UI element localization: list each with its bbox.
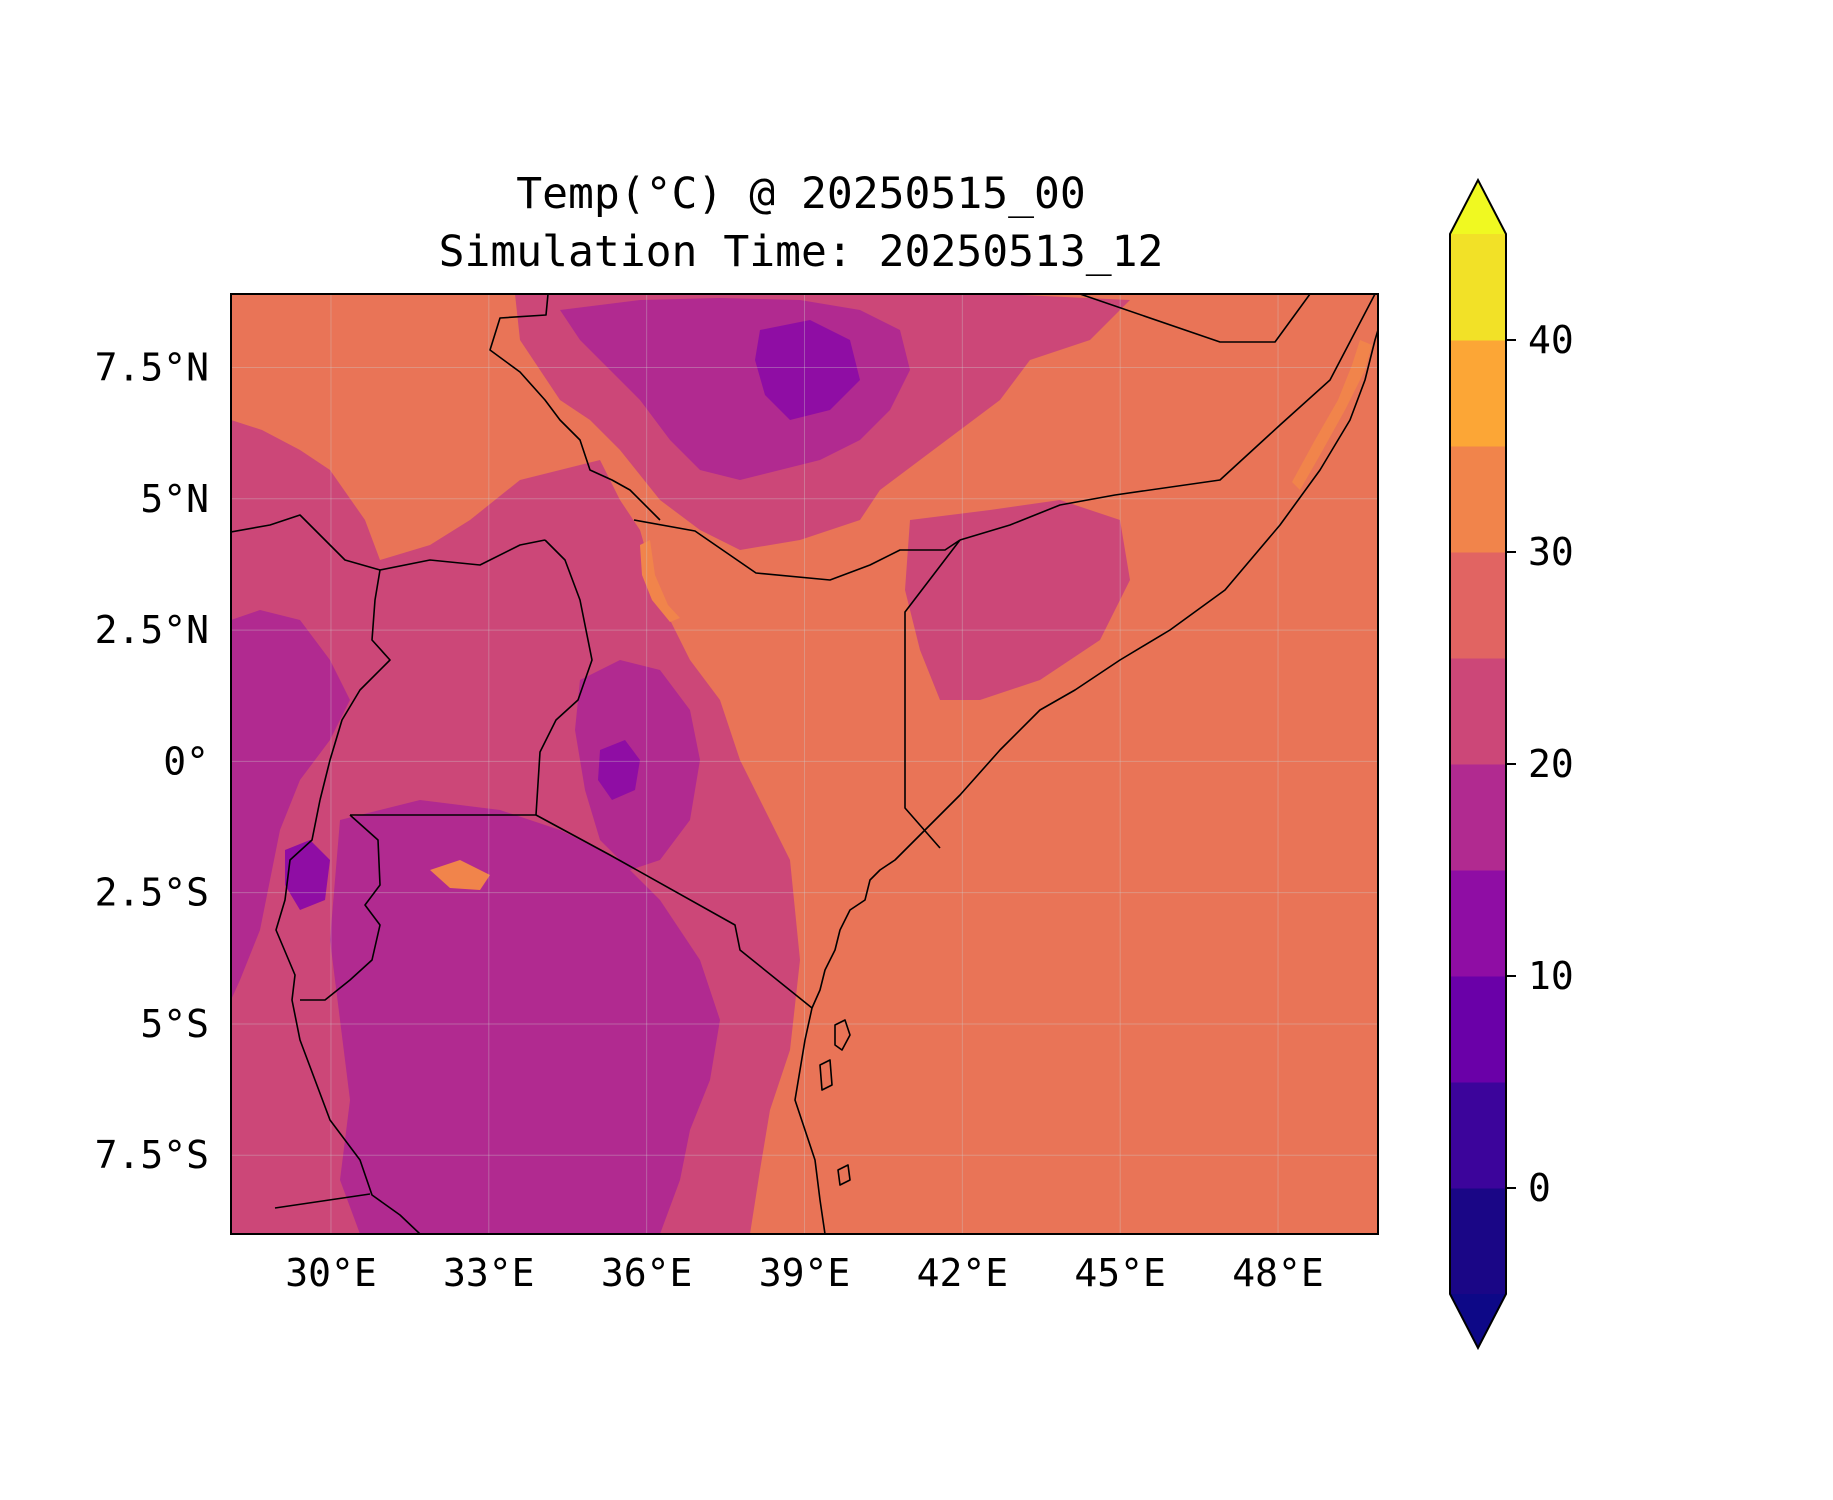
colorbar-outline <box>1449 177 1507 1351</box>
colorbar-segment <box>1450 234 1506 341</box>
map-frame <box>230 293 1379 1235</box>
title-line-2: Simulation Time: 20250513_12 <box>439 227 1164 277</box>
border-eritrea-djibouti <box>1079 294 1311 343</box>
map-gridlines <box>231 294 1378 1234</box>
colorbar-tick-label: 20 <box>1528 742 1574 786</box>
colorbar-segment <box>1450 552 1506 659</box>
lat-tick-label: 7.5°S <box>95 1133 209 1177</box>
band-20-25-somalia-interior <box>905 500 1130 700</box>
border-south-sudan-drc <box>231 514 381 571</box>
border-uganda-drc <box>319 569 391 801</box>
band-10-15-ethiopia-peaks <box>755 320 860 420</box>
lon-tick-label: 36°E <box>601 1251 693 1295</box>
lon-tick-label: 42°E <box>917 1251 1009 1295</box>
band-10-15-mt-kenya <box>598 740 640 800</box>
border-rwanda-burundi <box>300 814 381 1001</box>
border-zambia-malawi <box>274 1193 371 1209</box>
lon-tick-label: 39°E <box>759 1251 851 1295</box>
band-30-35-lake-turkana <box>640 540 680 622</box>
colorbar-tick-label: 10 <box>1528 954 1574 998</box>
band-10-15-rwenzori <box>285 840 330 910</box>
temperature-band-10-15 <box>285 320 860 910</box>
colorbar-under-triangle <box>1450 1294 1506 1348</box>
colorbar-segment <box>1450 870 1506 977</box>
colorbar-segment <box>1450 1188 1506 1295</box>
colorbar-ticks: 0 10 20 30 40 <box>1506 318 1574 1210</box>
country-borders <box>231 294 1376 1234</box>
temperature-band-30-35 <box>430 340 1372 890</box>
latitude-tick-labels: 7.5°N 5°N 2.5°N 0° 2.5°S 5°S 7.5°S <box>95 346 209 1178</box>
lon-tick-label: 45°E <box>1074 1251 1166 1295</box>
colorbar-tick-label: 0 <box>1528 1166 1551 1210</box>
colorbar-over-triangle <box>1450 180 1506 234</box>
title-line-1: Temp(°C) @ 20250515_00 <box>516 169 1086 219</box>
border-uganda-kenya <box>535 539 593 816</box>
lat-tick-label: 5°S <box>140 1002 209 1046</box>
colorbar-tick-label: 40 <box>1528 318 1574 362</box>
lon-tick-label: 30°E <box>285 1251 377 1295</box>
band-30-35-lake-victoria-south <box>430 860 490 890</box>
colorbar-segments <box>1450 234 1506 1295</box>
longitude-tick-labels: 30°E 33°E 36°E 39°E 42°E 45°E 48°E <box>285 1251 1324 1295</box>
border-kenya-somalia <box>904 539 961 849</box>
border-ethiopia-kenya <box>633 519 961 581</box>
border-kenya-tanzania <box>535 814 813 1009</box>
lon-tick-label: 48°E <box>1232 1251 1324 1295</box>
colorbar-segment <box>1450 1082 1506 1189</box>
pemba-island <box>819 1059 833 1091</box>
lat-tick-label: 7.5°N <box>95 346 209 390</box>
border-uganda-south-sudan <box>379 539 546 571</box>
coastline-south <box>794 1007 826 1234</box>
band-15-20-great-lakes <box>231 610 350 1000</box>
lat-tick-label: 0° <box>163 739 209 783</box>
colorbar-segment <box>1450 976 1506 1083</box>
east-africa-coastline <box>811 329 1378 1009</box>
colorbar-tick-label: 30 <box>1528 530 1574 574</box>
band-30-35-somali-coast <box>1292 340 1372 490</box>
lat-tick-label: 2.5°N <box>95 608 209 652</box>
colorbar-segment <box>1450 658 1506 765</box>
border-drc-west <box>275 799 421 1234</box>
colorbar-segment <box>1450 764 1506 871</box>
mafia-island <box>837 1164 851 1186</box>
map-area <box>231 294 1378 1234</box>
colorbar: 0 10 20 30 40 <box>1449 177 1574 1351</box>
colorbar-segment <box>1450 340 1506 447</box>
border-ethiopia-somalia <box>959 294 1376 541</box>
lon-tick-label: 33°E <box>443 1251 535 1295</box>
lat-tick-label: 5°N <box>140 477 209 521</box>
border-south-sudan-ethiopia <box>489 294 661 521</box>
coastline <box>794 329 1378 1234</box>
zanzibar-island <box>834 1019 851 1051</box>
band-15-20-tanzania-plateau <box>330 800 720 1234</box>
colorbar-segment <box>1450 446 1506 553</box>
lat-tick-label: 2.5°S <box>95 871 209 915</box>
